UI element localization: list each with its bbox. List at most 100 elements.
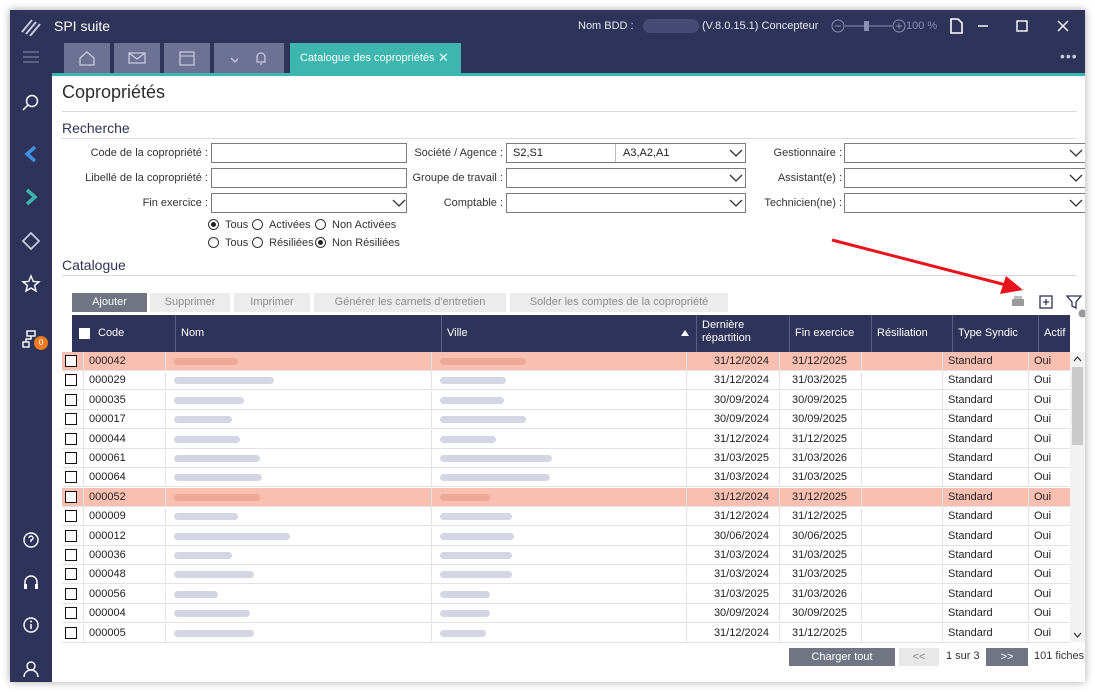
row-checkbox[interactable] (65, 510, 77, 523)
societe-agence-select[interactable]: S2,S1 A3,A2,A1 (506, 143, 746, 163)
imprimer-button[interactable]: Imprimer (234, 293, 310, 312)
table-row[interactable]: 000056 31/03/2025 31/03/2026 Standard Oui (62, 584, 1070, 604)
table-row[interactable]: 000048 31/03/2024 31/03/2025 Standard Oui (62, 565, 1070, 585)
filter-icon[interactable] (1065, 293, 1083, 311)
redacted-text (174, 377, 274, 385)
radio-activation-non-activees[interactable] (315, 219, 326, 230)
column-header-ville[interactable]: Ville (441, 315, 696, 352)
print-icon[interactable] (1010, 295, 1026, 309)
radio-activation-activees[interactable] (252, 219, 263, 230)
chevron-right-icon[interactable] (21, 187, 41, 207)
code-input[interactable] (211, 143, 407, 163)
home-tab-button[interactable] (64, 43, 110, 73)
previous-page-button[interactable]: << (899, 648, 939, 666)
column-header-nom[interactable]: Nom (175, 315, 441, 352)
supprimer-button[interactable]: Supprimer (150, 293, 230, 312)
tab-close-icon[interactable]: ✕ (438, 50, 449, 65)
radio-resiliation-tous[interactable] (208, 237, 219, 248)
gestionnaire-select[interactable] (844, 143, 1085, 163)
table-row[interactable]: 000017 30/09/2024 30/09/2025 Standard Oui (62, 410, 1070, 430)
charger-tout-button[interactable]: Charger tout (789, 648, 895, 666)
cell-code: 000035 (83, 390, 165, 410)
column-header-resiliation[interactable]: Résiliation (871, 315, 952, 352)
table-row[interactable]: 000064 31/03/2024 31/03/2025 Standard Oui (62, 468, 1070, 488)
groupe-travail-select[interactable] (506, 168, 746, 188)
table-row[interactable]: 000005 31/12/2024 31/12/2025 Standard Oui (62, 623, 1070, 643)
radio-resiliation-resiliees[interactable] (252, 237, 263, 248)
column-header-code[interactable]: Code (98, 327, 125, 339)
column-header-type-syndic[interactable]: Type Syndic (952, 315, 1038, 352)
table-row[interactable]: 000009 31/12/2024 31/12/2025 Standard Oui (62, 507, 1070, 527)
ajouter-button[interactable]: Ajouter (72, 293, 147, 312)
table-row[interactable]: 000012 30/06/2024 30/06/2025 Standard Oui (62, 526, 1070, 546)
row-checkbox[interactable] (65, 490, 77, 503)
help-icon[interactable] (21, 530, 41, 550)
maximize-icon[interactable] (1012, 16, 1032, 36)
table-row[interactable]: 000029 31/12/2024 31/03/2025 Standard Oui (62, 371, 1070, 391)
cell-fin-exercice: 31/03/2025 (779, 371, 861, 391)
row-checkbox[interactable] (65, 432, 77, 445)
diamond-icon[interactable] (21, 231, 41, 251)
document-icon[interactable] (946, 16, 966, 36)
scroll-up-icon[interactable] (1073, 355, 1082, 363)
technicien-select[interactable] (844, 193, 1085, 213)
select-all-checkbox[interactable] (79, 328, 90, 339)
search-icon[interactable] (21, 93, 41, 113)
close-icon[interactable] (1053, 16, 1073, 36)
radio-activation-tous[interactable] (208, 219, 219, 230)
menu-icon[interactable] (22, 51, 40, 63)
solder-comptes-button[interactable]: Solder les comptes de la copropriété (510, 293, 728, 312)
table-row[interactable]: 000004 30/09/2024 30/09/2025 Standard Oui (62, 604, 1070, 624)
table-row[interactable]: 000061 31/03/2025 31/03/2026 Standard Oui (62, 449, 1070, 468)
expand-icon[interactable] (1038, 294, 1054, 310)
calendar-tab-button[interactable] (164, 43, 210, 73)
row-checkbox[interactable] (65, 413, 77, 426)
row-checkbox[interactable] (65, 452, 77, 464)
mail-tab-button[interactable] (114, 43, 160, 73)
row-checkbox[interactable] (65, 568, 77, 581)
table-row[interactable]: 000036 31/03/2024 31/03/2025 Standard Oui (62, 546, 1070, 565)
row-checkbox[interactable] (65, 529, 77, 542)
cell-code: 000044 (83, 429, 165, 449)
fin-exercice-select[interactable] (211, 193, 407, 213)
table-row[interactable]: 000035 30/09/2024 30/09/2025 Standard Oui (62, 390, 1070, 410)
star-icon[interactable] (21, 274, 41, 294)
assistant-select[interactable] (844, 168, 1085, 188)
radio-resiliation-non-resiliees[interactable] (315, 237, 326, 248)
next-page-button[interactable]: >> (986, 648, 1028, 666)
zoom-slider[interactable] (830, 18, 940, 34)
chevron-left-icon[interactable] (21, 144, 41, 164)
row-checkbox[interactable] (65, 471, 77, 484)
cell-fin-exercice: 31/03/2025 (779, 565, 861, 585)
table-row[interactable]: 000042 31/12/2024 31/12/2025 Standard Oui (62, 352, 1070, 371)
user-icon[interactable] (21, 659, 41, 679)
scroll-down-icon[interactable] (1073, 631, 1082, 639)
comptable-select[interactable] (506, 193, 746, 213)
minimize-icon[interactable] (973, 16, 993, 36)
info-icon[interactable] (21, 615, 41, 635)
table-row[interactable]: 000052 31/12/2024 31/12/2025 Standard Oui (62, 487, 1070, 507)
column-header-fin-exercice[interactable]: Fin exercice (789, 315, 871, 352)
column-header-derniere-repartition[interactable]: Dernière répartition (696, 315, 789, 352)
cell-actif: Oui (1028, 449, 1060, 468)
cell-resiliation (861, 487, 942, 507)
row-checkbox[interactable] (65, 549, 77, 561)
scrollbar-thumb[interactable] (1072, 367, 1083, 445)
row-checkbox[interactable] (65, 393, 77, 406)
column-header-actif[interactable]: Actif (1038, 315, 1070, 352)
cell-ville (431, 546, 686, 565)
row-checkbox[interactable] (65, 355, 77, 367)
row-checkbox[interactable] (65, 626, 77, 639)
notifications-tab-button[interactable] (238, 43, 284, 73)
libelle-input[interactable] (211, 168, 407, 188)
table-row[interactable]: 000044 31/12/2024 31/12/2025 Standard Oui (62, 429, 1070, 449)
generer-carnets-button[interactable]: Générer les carnets d'entretien (314, 293, 506, 312)
tab-catalogue-coproprietes[interactable]: Catalogue des copropriétés ✕ (290, 43, 461, 73)
headset-icon[interactable] (21, 573, 41, 593)
more-options-icon[interactable]: ••• (1060, 48, 1078, 64)
network-icon[interactable] (21, 329, 41, 349)
row-checkbox[interactable] (65, 374, 77, 387)
version-label: (V.8.0.15.1) Concepteur (702, 20, 819, 32)
row-checkbox[interactable] (65, 587, 77, 600)
row-checkbox[interactable] (65, 607, 77, 620)
